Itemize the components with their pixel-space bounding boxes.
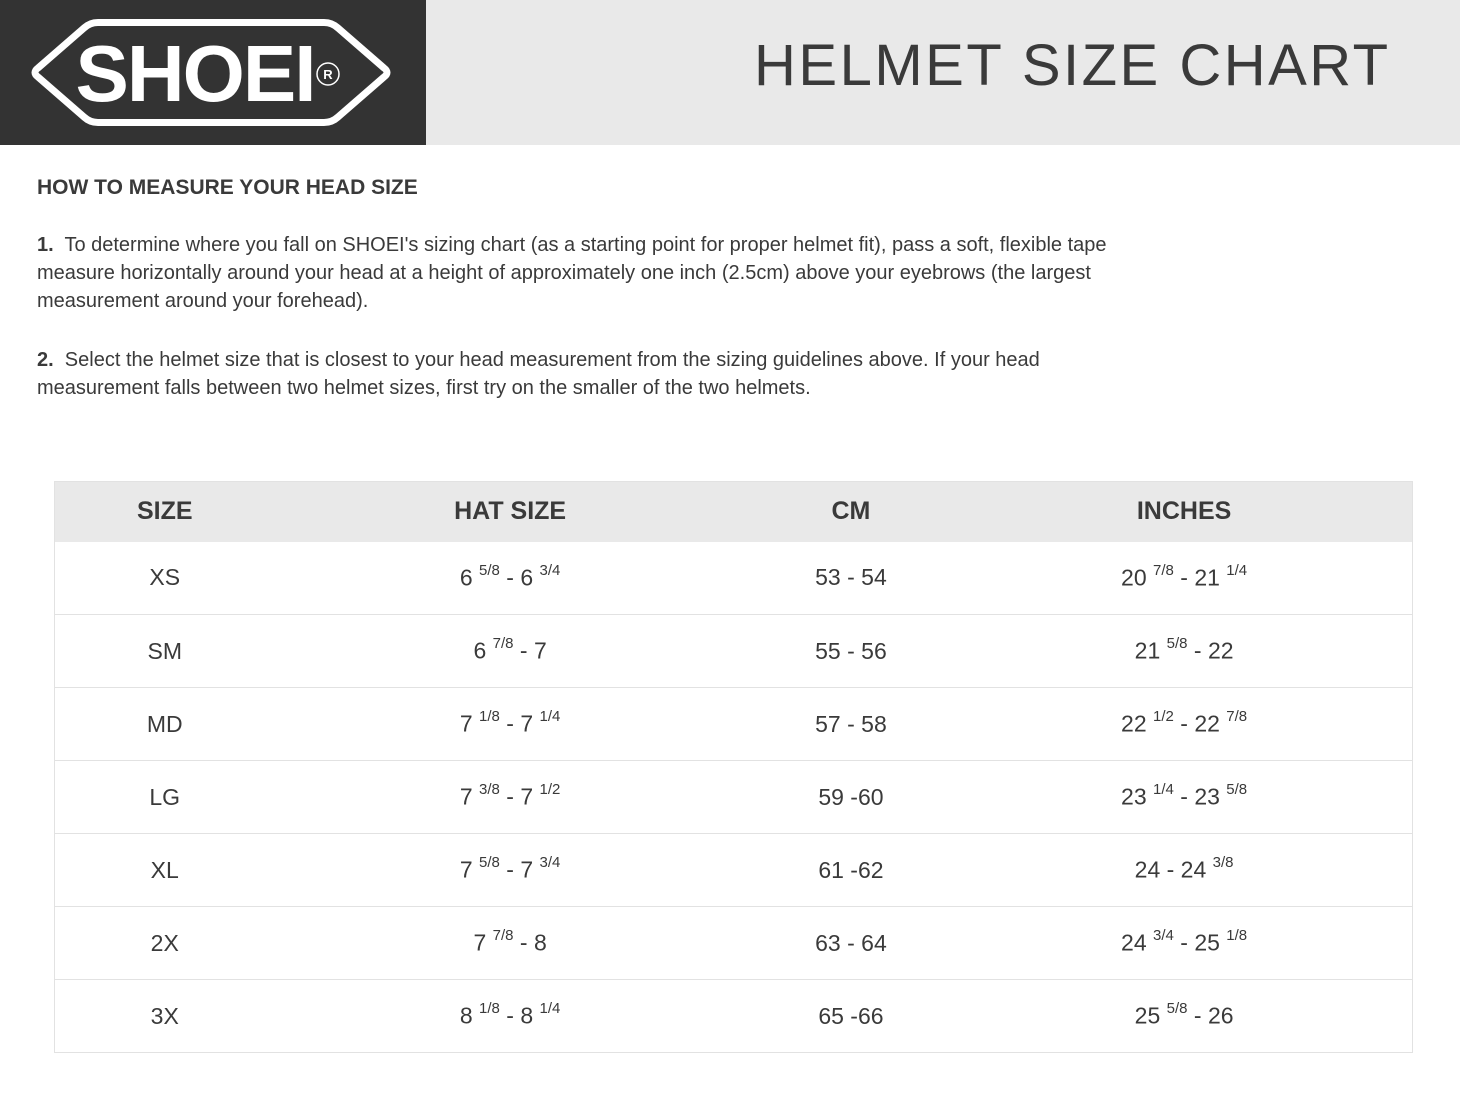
svg-text:R: R (323, 67, 333, 82)
svg-text:SHOEI: SHOEI (76, 29, 315, 118)
